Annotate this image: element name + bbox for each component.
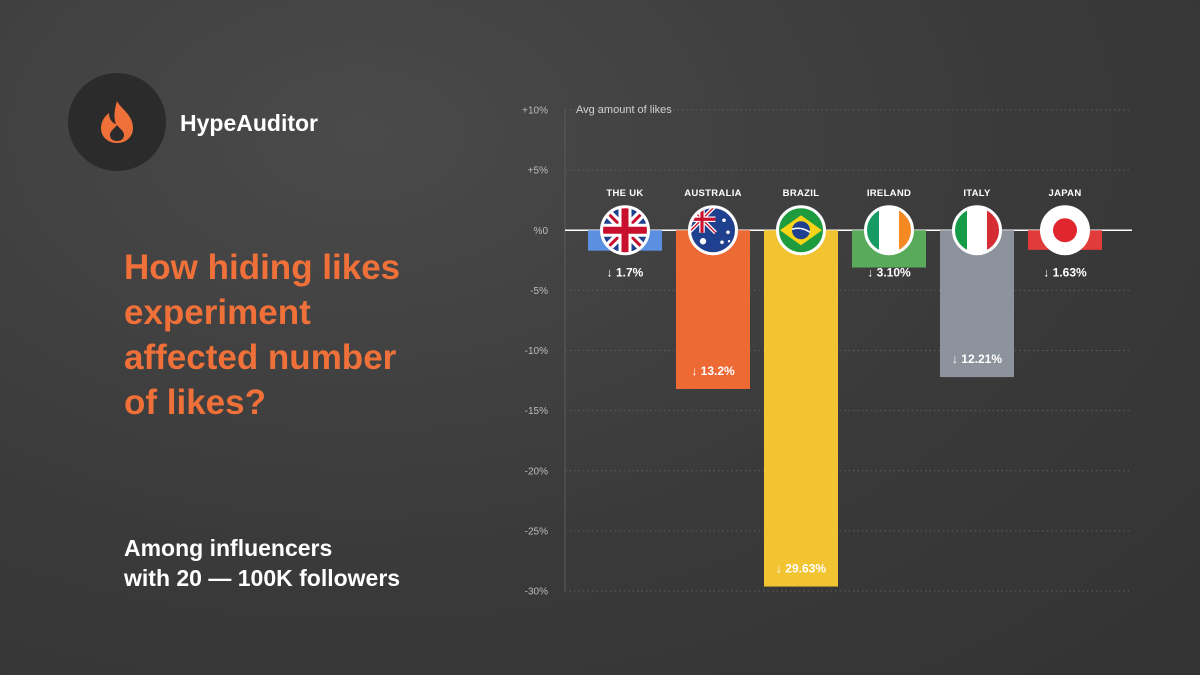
y-tick-label: -25% bbox=[525, 526, 548, 537]
brand-name: HypeAuditor bbox=[180, 110, 318, 136]
value-label: ↓ 1.63% bbox=[1043, 265, 1087, 279]
category-label: THE UK bbox=[606, 188, 643, 199]
headline-line: experiment bbox=[124, 293, 311, 332]
headline-line: affected number bbox=[124, 338, 397, 377]
y-tick-label: +5% bbox=[528, 166, 548, 177]
bar bbox=[676, 230, 750, 389]
category-label: JAPAN bbox=[1049, 188, 1082, 199]
category-label: BRAZIL bbox=[783, 188, 820, 199]
brand-logo bbox=[68, 73, 166, 171]
category-label: AUSTRALIA bbox=[684, 188, 742, 199]
category-label: ITALY bbox=[963, 188, 991, 199]
value-label: ↓ 1.7% bbox=[607, 265, 644, 279]
italy-flag-icon bbox=[952, 205, 1002, 256]
uk-flag-icon bbox=[600, 205, 650, 256]
y-axis-title: Avg amount of likes bbox=[576, 104, 672, 116]
subtitle: Among influencers with 20 — 100K followe… bbox=[124, 533, 504, 593]
bar bbox=[764, 230, 838, 587]
brazil-flag-icon bbox=[776, 205, 826, 256]
y-tick-label: -5% bbox=[530, 286, 548, 297]
y-tick-label: -30% bbox=[525, 587, 548, 598]
flame-icon bbox=[101, 101, 133, 143]
category-label: IRELAND bbox=[867, 188, 911, 199]
subtitle-line: with 20 — 100K followers bbox=[124, 565, 401, 591]
value-label: ↓ 3.10% bbox=[867, 265, 911, 279]
value-label: ↓ 29.63% bbox=[776, 562, 826, 576]
headline: How hiding likes experiment affected num… bbox=[124, 245, 484, 425]
headline-line: of likes? bbox=[124, 383, 266, 422]
headline-line: How hiding likes bbox=[124, 248, 401, 287]
value-label: ↓ 13.2% bbox=[691, 364, 735, 378]
y-tick-label: %0 bbox=[534, 226, 549, 237]
y-tick-label: -20% bbox=[525, 466, 548, 477]
australia-flag-icon bbox=[688, 205, 738, 256]
subtitle-line: Among influencers bbox=[124, 535, 333, 561]
y-tick-label: -15% bbox=[525, 406, 548, 417]
y-tick-label: -10% bbox=[525, 346, 548, 357]
y-tick-label: +10% bbox=[522, 106, 548, 117]
ireland-flag-icon bbox=[864, 205, 914, 256]
value-label: ↓ 12.21% bbox=[952, 352, 1002, 366]
japan-flag-icon bbox=[1040, 205, 1090, 256]
